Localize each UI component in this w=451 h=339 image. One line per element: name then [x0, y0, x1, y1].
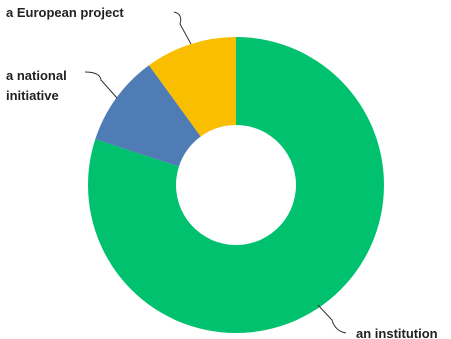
slice-an-institution — [88, 37, 385, 333]
slice-label-european-project: a European project — [6, 5, 124, 20]
slice-label-national-initiative: a national initiative — [6, 68, 70, 103]
slice-label-national-initiative-line-2: initiative — [6, 88, 59, 103]
leader-line-european-project — [173, 11, 192, 45]
leader-line-institution — [317, 304, 347, 334]
leader-line-national-initiative — [84, 71, 118, 99]
donut-slices — [88, 37, 385, 333]
slice-label-national-initiative-line-1: a national — [6, 68, 67, 83]
slice-a-national-initiative — [95, 65, 201, 167]
slice-a-european-project — [149, 37, 236, 137]
slice-label-institution: an institution — [356, 326, 438, 339]
